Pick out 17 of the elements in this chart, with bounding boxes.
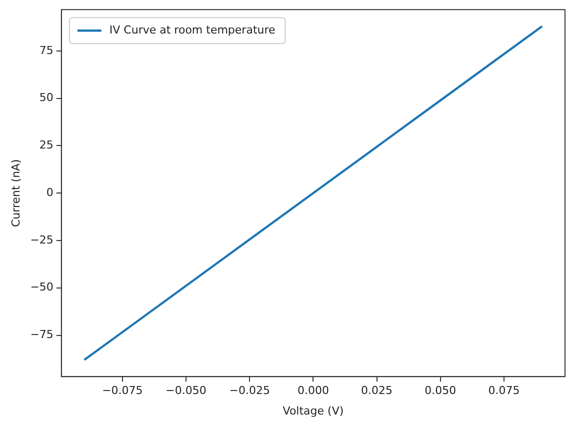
x-axis-title: Voltage (V)	[282, 404, 344, 418]
y-tick-label: 25	[39, 138, 54, 152]
x-tick-label: −0.050	[166, 384, 206, 398]
x-tick-label: 0.000	[297, 384, 329, 398]
y-tick-label: 75	[39, 44, 54, 57]
y-tick-label: −75	[30, 328, 54, 342]
x-tick-label: 0.075	[488, 384, 520, 398]
y-axis-title: Current (nA)	[9, 159, 22, 228]
x-tick-label: 0.025	[361, 384, 393, 398]
legend-label: IV Curve at room temperature	[109, 23, 276, 36]
y-tick-label: −50	[30, 280, 54, 294]
x-tick-label: −0.025	[229, 384, 270, 398]
y-tick-label: 0	[46, 186, 54, 199]
x-tick-label: 0.050	[424, 384, 456, 398]
y-tick-label: −25	[30, 233, 54, 246]
x-tick-label: −0.075	[102, 384, 143, 398]
y-tick-label: 50	[39, 91, 54, 104]
